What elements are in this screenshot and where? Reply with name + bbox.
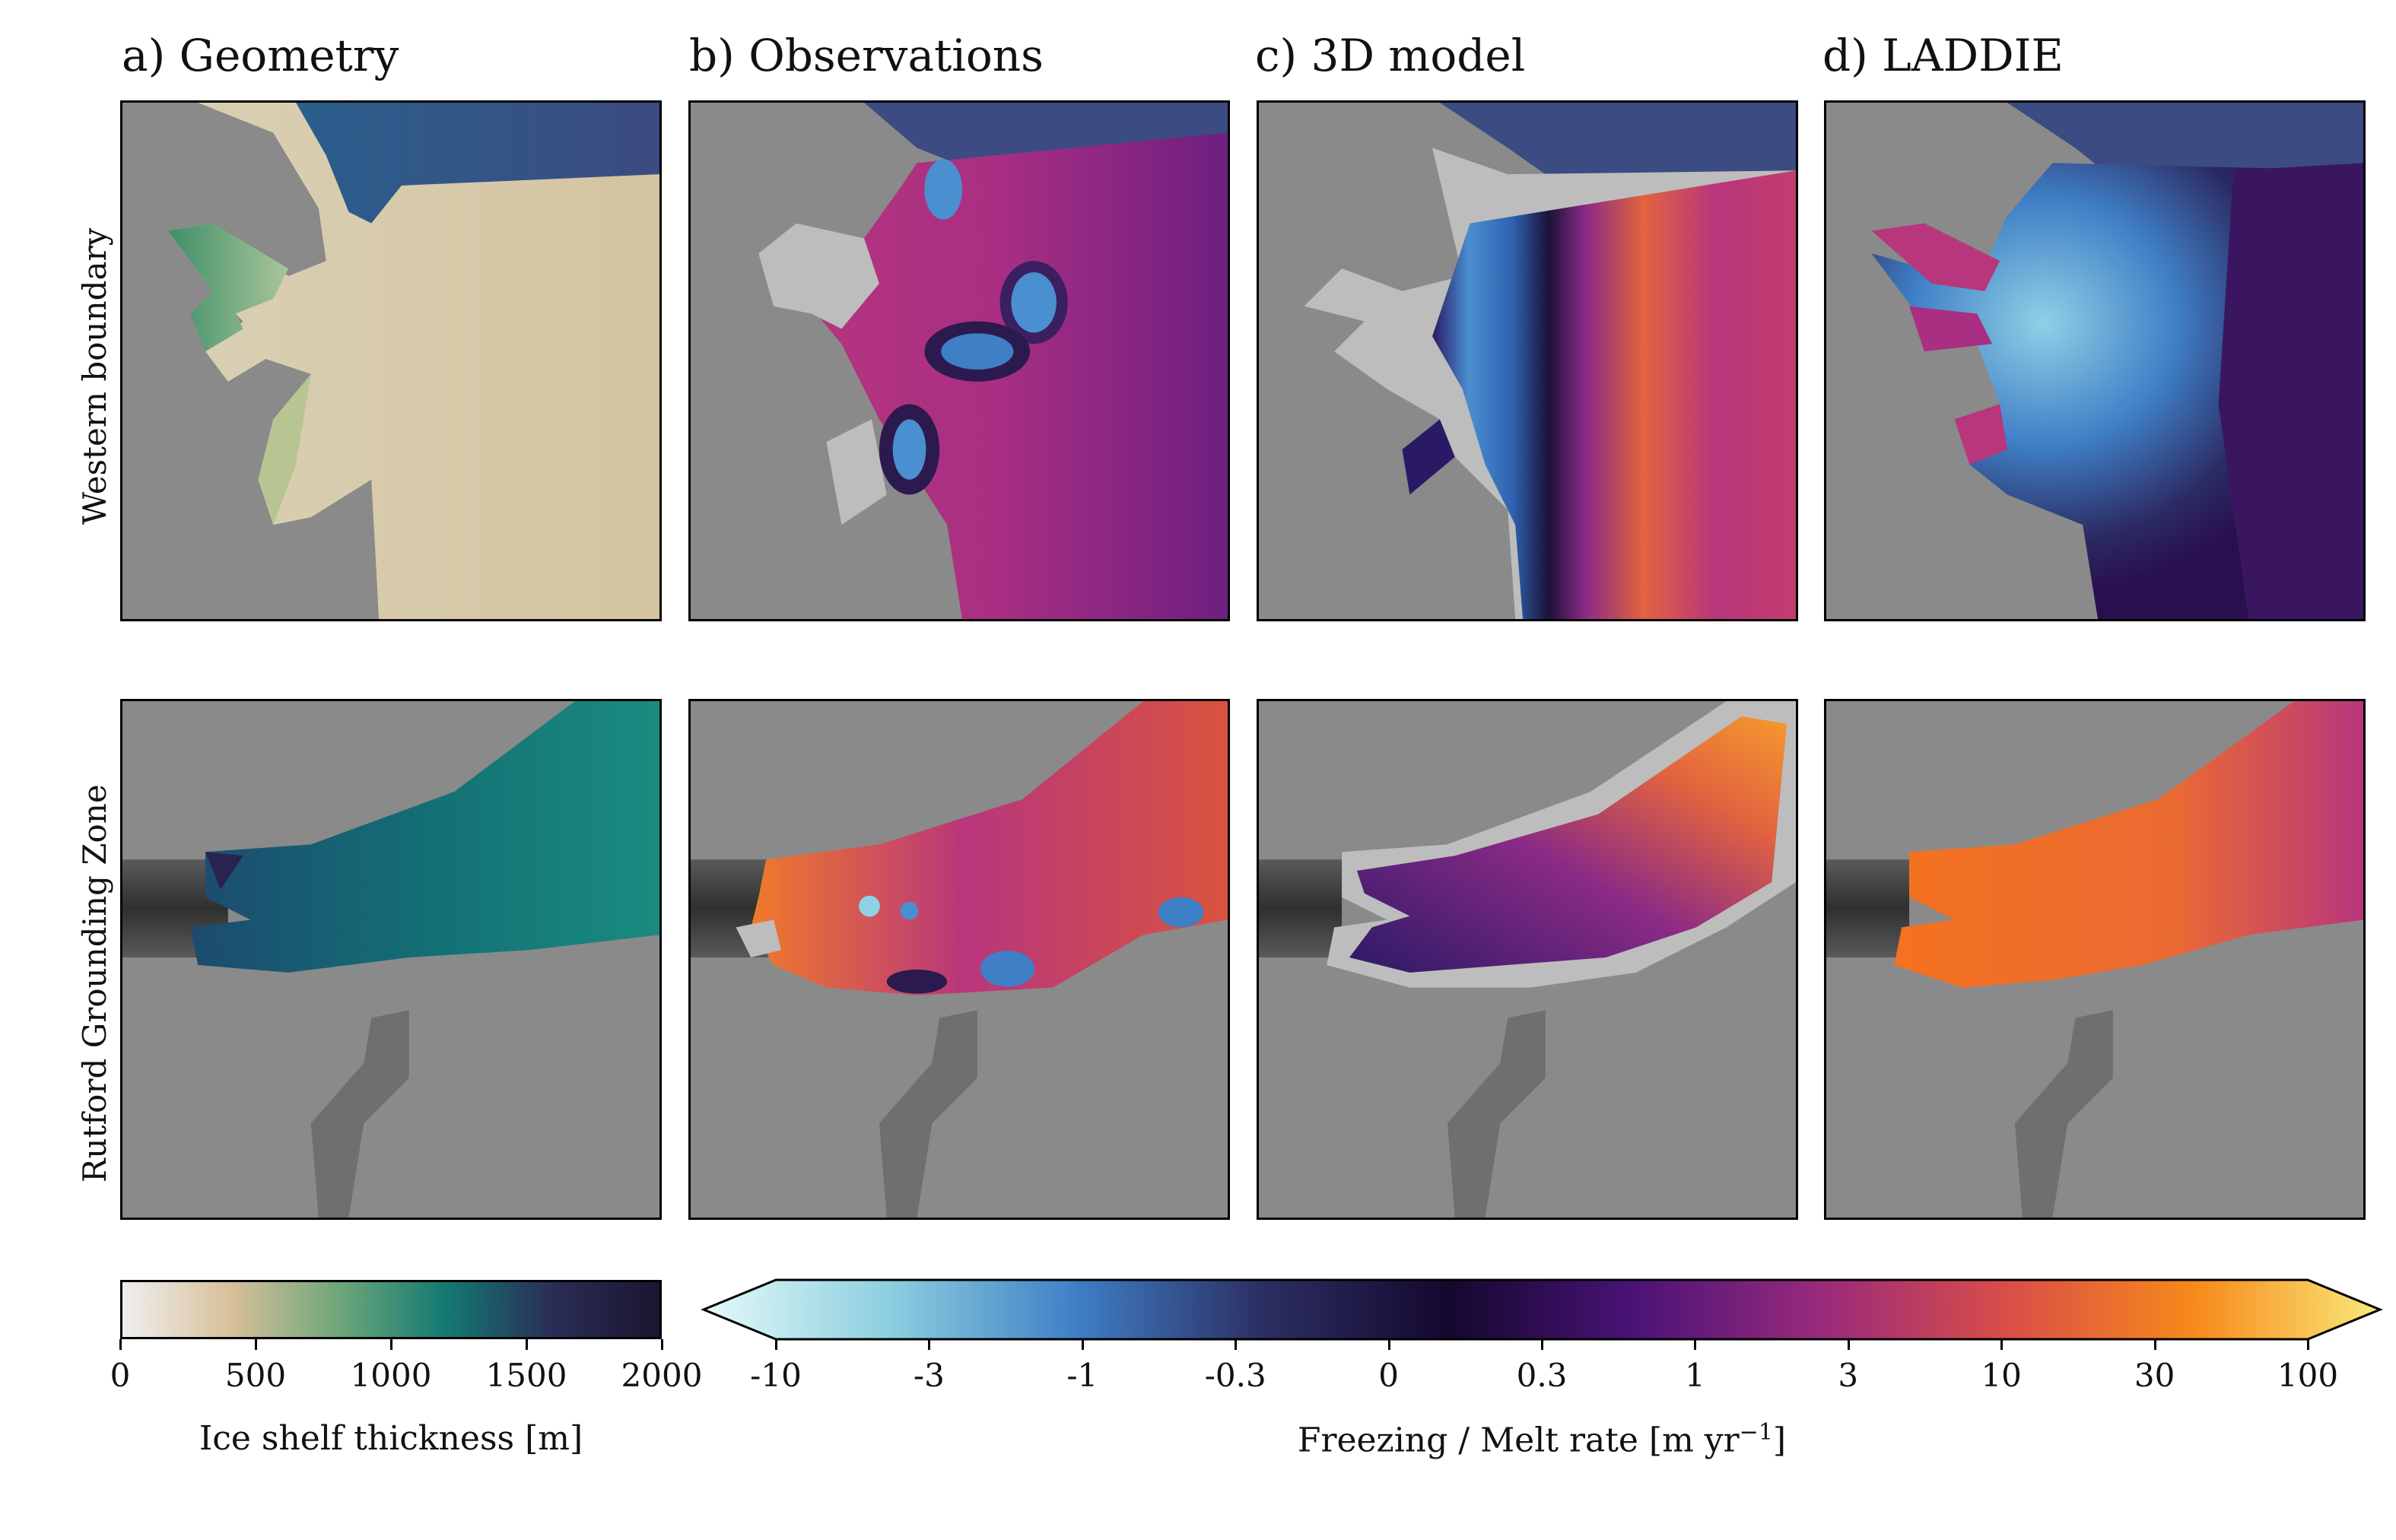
melt-tick-mark [928, 1339, 931, 1350]
panel-title-observations: b) Observations [689, 30, 1044, 81]
melt-tick-mark [1694, 1339, 1697, 1350]
melt-colorbar-label: Freezing / Melt rate [m yr−1] [1298, 1419, 1786, 1460]
melt-label-exponent: −1 [1739, 1419, 1773, 1446]
panel-3d-model-rutford [1257, 699, 1798, 1220]
melt-tick-mark [2000, 1339, 2004, 1350]
thickness-tick-mark [526, 1339, 528, 1350]
melt-label-close: ] [1772, 1421, 1787, 1460]
panel-observations-western [688, 100, 1230, 621]
melt-tick-mark [1081, 1339, 1084, 1350]
melt-tick-label: 1 [1685, 1357, 1705, 1394]
melt-tick-mark [1847, 1339, 1850, 1350]
thickness-tick-mark [390, 1339, 392, 1350]
melt-tick-label: 10 [1981, 1357, 2022, 1394]
thickness-tick-label: 1500 [485, 1357, 567, 1394]
melt-tick-label: -0.3 [1204, 1357, 1266, 1394]
thickness-tick-label: 500 [224, 1357, 287, 1394]
panel-title-3d-model: c) 3D model [1255, 30, 1526, 81]
melt-colorbar [701, 1278, 2383, 1341]
melt-tick-mark [2307, 1339, 2309, 1350]
melt-tick-mark [1387, 1339, 1390, 1350]
panel-laddie-rutford [1824, 699, 2366, 1220]
thickness-tick-mark [661, 1339, 663, 1350]
row-label-western-boundary: Western boundary [76, 227, 113, 525]
panel-title-geometry: a) Geometry [122, 30, 399, 81]
thickness-tick-mark [119, 1339, 122, 1350]
melt-tick-label: 0 [1378, 1357, 1399, 1394]
thickness-tick-mark [255, 1339, 257, 1350]
melt-tick-label: -10 [750, 1357, 802, 1394]
melt-tick-label: -3 [913, 1357, 945, 1394]
melt-tick-label: 3 [1838, 1357, 1859, 1394]
thickness-colorbar-label: Ice shelf thickness [m] [199, 1419, 583, 1458]
melt-label-main: Freezing / Melt rate [m yr [1297, 1421, 1740, 1460]
row-label-rutford-grounding-zone: Rutford Grounding Zone [76, 784, 113, 1183]
melt-tick-mark [1235, 1339, 1238, 1350]
panel-observations-rutford [688, 699, 1230, 1220]
thickness-colorbar [120, 1280, 662, 1339]
panel-3d-model-western [1257, 100, 1798, 621]
panel-laddie-western [1824, 100, 2366, 621]
melt-tick-label: 100 [2277, 1357, 2339, 1394]
melt-tick-mark [2153, 1339, 2156, 1350]
panel-title-laddie: d) LADDIE [1822, 30, 2064, 81]
melt-tick-label: 0.3 [1516, 1357, 1568, 1394]
thickness-tick-label: 0 [110, 1357, 131, 1394]
thickness-tick-label: 2000 [621, 1357, 703, 1394]
panel-geometry-western [120, 100, 662, 621]
melt-tick-label: -1 [1066, 1357, 1098, 1394]
melt-tick-label: 30 [2134, 1357, 2175, 1394]
melt-tick-mark [775, 1339, 777, 1350]
thickness-tick-label: 1000 [350, 1357, 432, 1394]
melt-tick-mark [1541, 1339, 1543, 1350]
panel-geometry-rutford [120, 699, 662, 1220]
